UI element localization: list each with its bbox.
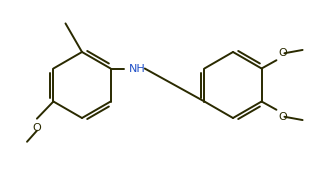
Text: O: O: [278, 48, 287, 58]
Text: O: O: [278, 112, 287, 122]
Text: NH: NH: [129, 64, 145, 73]
Text: O: O: [33, 123, 41, 133]
